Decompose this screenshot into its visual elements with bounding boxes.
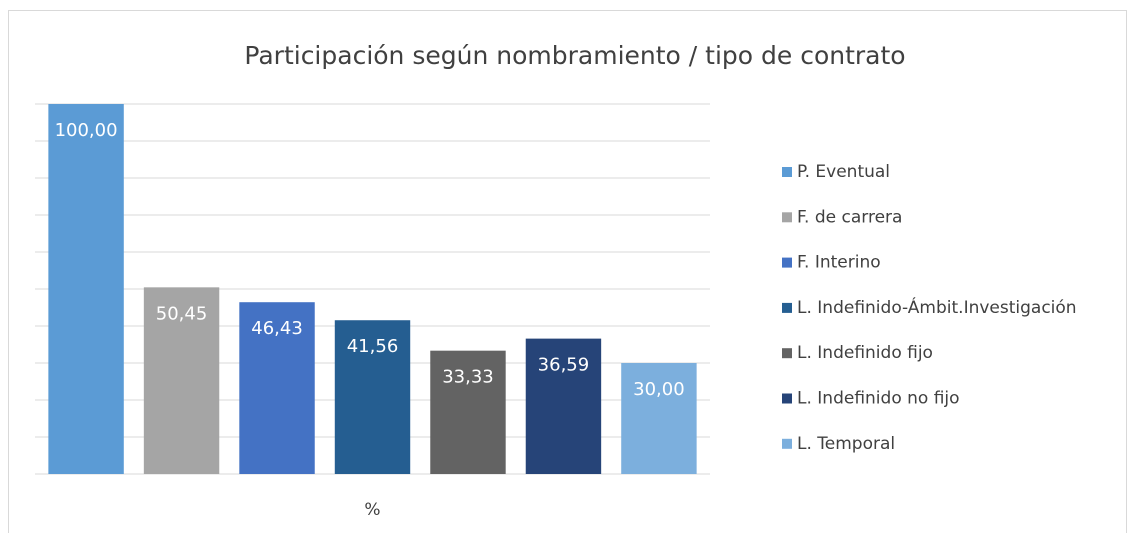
legend-label: L. Indefinido-Ámbit.Investigación [797, 296, 1077, 318]
legend-label: L. Temporal [797, 434, 895, 454]
data-label: 33,33 [442, 367, 494, 388]
bar [430, 350, 506, 474]
bar [621, 363, 697, 474]
bar [239, 302, 315, 474]
bar [334, 320, 411, 474]
legend-swatch [782, 167, 792, 177]
bar [525, 338, 602, 474]
data-label: 36,59 [538, 355, 590, 376]
legend-label: P. Eventual [797, 162, 890, 182]
bar [48, 104, 124, 474]
data-label: 30,00 [633, 379, 685, 400]
legend-label: F. de carrera [797, 207, 902, 227]
legend-swatch [782, 302, 792, 313]
legend-swatch [782, 438, 792, 449]
legend-swatch [782, 212, 792, 223]
data-label: 41,56 [347, 336, 399, 357]
data-label: 50,45 [156, 303, 208, 324]
legend-swatch [782, 348, 792, 359]
legend-swatch [782, 257, 792, 268]
x-tick-label: % [364, 500, 380, 520]
data-label: 46,43 [251, 318, 303, 339]
legend-label: L. Indefinido no fijo [797, 389, 960, 409]
legend-label: F. Interino [797, 253, 881, 273]
bar [143, 287, 220, 474]
legend-swatch [782, 393, 792, 404]
legend-label: L. Indefinido fijo [797, 343, 933, 363]
data-label: 100,00 [55, 120, 118, 141]
chart-title: Participación según nombramiento / tipo … [244, 41, 905, 70]
